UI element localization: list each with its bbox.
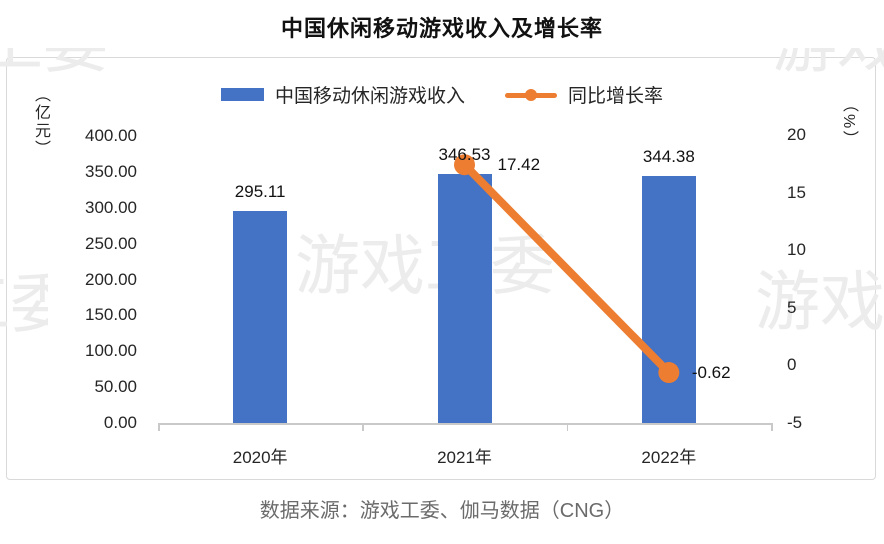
x-axis-tick-mark [566, 423, 569, 431]
right-axis-tick-label: 15 [787, 182, 806, 202]
right-axis-tick-label: 0 [787, 355, 797, 375]
right-axis-tick-label: 5 [787, 297, 797, 317]
left-axis-tick-label: 150.00 [85, 305, 137, 325]
left-axis-tick-label: 300.00 [85, 197, 137, 217]
left-axis-tick-label: 400.00 [85, 126, 137, 145]
left-axis-tick-label: 200.00 [85, 269, 137, 289]
bar-value-label: 344.38 [642, 146, 695, 166]
left-axis-tick-label: 0.00 [103, 413, 137, 432]
data-source-caption: 数据来源：游戏工委、伽马数据（CNG） [259, 500, 625, 522]
x-axis-tick-mark [362, 423, 364, 431]
chart-title: 中国休闲移动游戏收入及增长率 [280, 16, 603, 41]
left-axis-tick-label: 50.00 [94, 377, 137, 397]
bar-value-label: 295.11 [234, 182, 286, 202]
left-axis-tick-label: 350.00 [85, 161, 137, 181]
right-axis-unit-label: （%） [840, 96, 857, 149]
left-axis-tick-label: 250.00 [85, 233, 137, 253]
legend-item-revenue: 中国移动休闲游戏收入 [220, 81, 465, 108]
right-axis-tick-label: 10 [787, 240, 806, 260]
line-value-label: 17.42 [497, 154, 541, 174]
x-axis-tick-mark [771, 423, 773, 431]
left-axis-unit-label: （亿元） [32, 86, 49, 158]
legend-label-growth: 同比增长率 [568, 86, 664, 107]
legend-line-marker-dot [525, 88, 537, 101]
x-axis-category-label: 2020年 [232, 448, 288, 467]
x-axis-category-label: 2021年 [437, 448, 492, 467]
revenue-bar [233, 211, 288, 423]
x-axis-line [158, 423, 771, 425]
x-axis-category-label: 2022年 [641, 448, 697, 467]
legend-item-growth: 同比增长率 [505, 81, 663, 108]
line-value-label: -0.62 [691, 362, 731, 382]
chart-border-box [6, 57, 876, 480]
x-axis-tick-mark [158, 423, 160, 431]
revenue-bar [641, 175, 696, 423]
legend-bar-swatch-icon [220, 88, 264, 101]
chart-legend: 中国移动休闲游戏收入 同比增长率 [0, 81, 884, 108]
left-axis-tick-label: 100.00 [85, 341, 137, 361]
legend-line-swatch-icon [505, 88, 557, 101]
legend-label-revenue: 中国移动休闲游戏收入 [274, 86, 465, 107]
revenue-bar [437, 174, 492, 423]
right-axis-tick-label: -5 [787, 413, 803, 432]
right-axis-tick-label: 20 [787, 125, 806, 144]
